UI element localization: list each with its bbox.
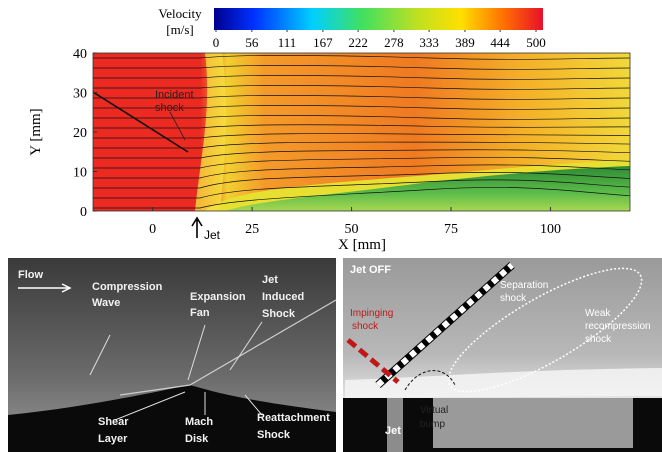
label: Jet: [262, 274, 278, 286]
y-tick-label: 20: [73, 126, 87, 141]
label: Compression: [92, 281, 163, 293]
colorbar-label: Velocity: [158, 6, 202, 21]
label: Fan: [190, 307, 210, 319]
label: Shock: [257, 429, 291, 441]
x-axis-label: X [mm]: [338, 237, 386, 253]
colorbar-label: [m/s]: [166, 22, 193, 37]
x-tick-label: 75: [444, 222, 458, 237]
colorbar-tick-label: 167: [313, 35, 333, 50]
colorbar-tick-label: 222: [348, 35, 368, 50]
y-tick-label: 0: [80, 205, 87, 220]
label: Disk: [185, 433, 209, 445]
label: Flow: [18, 269, 43, 281]
label: Shear: [98, 416, 129, 428]
label: bump: [420, 419, 445, 430]
colorbar-tick-label: 444: [490, 35, 510, 50]
label: Reattachment: [257, 412, 330, 424]
label: Jet: [385, 425, 401, 437]
colorbar-ticks: 0 56 111 167 222 278 333 389 444 500: [213, 30, 546, 50]
y-tick-label: 30: [73, 87, 87, 102]
colorbar-tick-label: 389: [455, 35, 475, 50]
colorbar-tick-label: 278: [384, 35, 404, 50]
label: Impinging: [350, 308, 393, 319]
label: Layer: [98, 433, 128, 445]
colorbar-tick-label: 333: [419, 35, 439, 50]
y-tick-label: 40: [73, 47, 87, 62]
y-tick-label: 10: [73, 166, 87, 181]
label: shock: [352, 321, 379, 332]
x-tick-label: 50: [345, 222, 359, 237]
jet-arrow: [192, 218, 202, 238]
annotation: shock: [155, 102, 184, 114]
colorbar-tick-label: 111: [278, 35, 297, 50]
colorbar: [214, 8, 543, 30]
x-tick-label: 100: [540, 222, 561, 237]
label: recompression: [585, 321, 651, 332]
x-tick-label: 0: [149, 222, 156, 237]
figure: Velocity [m/s] 0 56 111 167 222 278 333 389 444 5…: [0, 0, 662, 452]
label: Virtual: [420, 405, 448, 416]
label: Weak: [585, 308, 611, 319]
colorbar-tick-label: 0: [213, 35, 220, 50]
annotation: Incident: [155, 89, 194, 101]
y-axis-label: Y [mm]: [28, 108, 44, 155]
colorbar-tick-label: 56: [245, 35, 259, 50]
label: Separation: [500, 280, 548, 291]
velocity-field: [93, 53, 630, 211]
label: Shock: [262, 308, 296, 320]
label: shock: [500, 293, 527, 304]
label: Wave: [92, 297, 120, 309]
label: Jet OFF: [350, 264, 391, 276]
label: shock: [585, 334, 612, 345]
label: Induced: [262, 291, 304, 303]
colorbar-tick-label: 500: [526, 35, 546, 50]
label: Mach: [185, 416, 213, 428]
schlieren-right: [343, 247, 662, 452]
x-tick-label: 25: [245, 222, 259, 237]
label: Expansion: [190, 291, 246, 303]
annotation: Jet: [204, 228, 221, 242]
